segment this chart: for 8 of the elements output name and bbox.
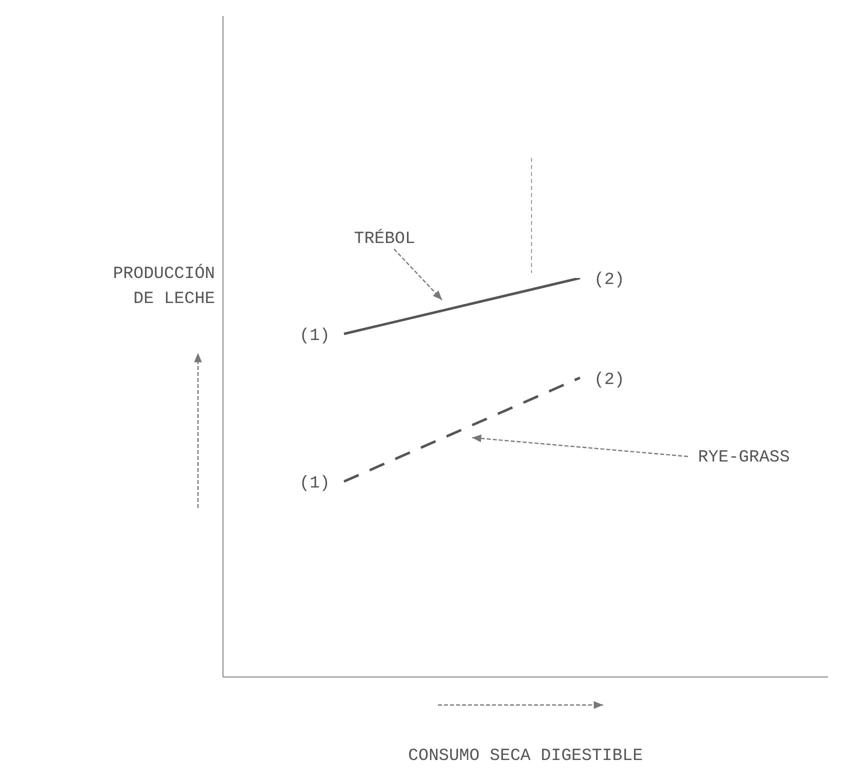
annotation: (2) — [594, 370, 625, 390]
y-axis-title: PRODUCCIÓN DE LECHE — [112, 263, 215, 309]
annotation: (1) — [299, 326, 330, 346]
x-axis-title: CONSUMO SECA DIGESTIBLE — [408, 747, 643, 766]
text: RYE-GRASS — [698, 448, 790, 468]
annotation: (1) — [299, 474, 330, 494]
text: TRÉBOL — [354, 228, 416, 249]
annotation: (2) — [594, 271, 625, 290]
